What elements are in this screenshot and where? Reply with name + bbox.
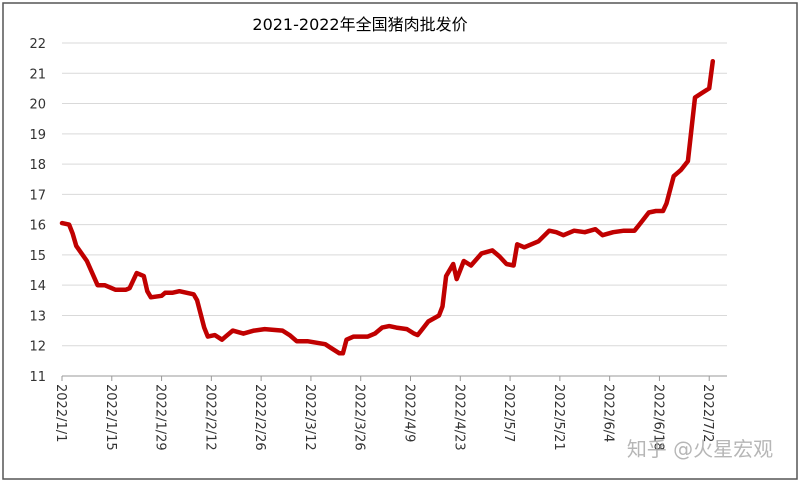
line-series	[59, 58, 716, 356]
x-tick-label: 2022/7/2	[700, 384, 715, 442]
x-tick-label: 2022/1/1	[53, 384, 68, 442]
x-tick-label: 2022/6/4	[601, 384, 616, 442]
x-tick-label: 2022/4/23	[451, 384, 466, 451]
y-tick-label: 13	[29, 309, 46, 324]
y-tick-label: 21	[29, 67, 46, 82]
y-tick-label: 12	[29, 340, 46, 355]
x-tick-label: 2022/5/21	[551, 384, 566, 451]
y-tick-label: 17	[29, 188, 46, 203]
y-tick-label: 14	[29, 279, 46, 294]
x-tick-label: 2022/3/12	[302, 384, 317, 451]
y-tick-label: 16	[29, 219, 46, 234]
y-tick-label: 18	[29, 158, 46, 173]
x-tick-label: 2022/6/18	[650, 384, 665, 451]
x-tick-label: 2022/3/26	[352, 384, 367, 451]
y-tick-label: 11	[29, 370, 46, 385]
x-tick-label: 2022/2/26	[252, 384, 267, 451]
x-tick-label: 2022/1/29	[153, 384, 168, 451]
x-tick-label: 2022/4/9	[402, 384, 417, 442]
y-tick-label: 19	[29, 128, 46, 143]
y-tick-label: 22	[29, 37, 46, 52]
x-tick-label: 2022/5/7	[501, 384, 516, 442]
y-tick-label: 20	[29, 98, 46, 113]
y-tick-label: 15	[29, 249, 46, 264]
chart-title: 2021-2022年全国猪肉批发价	[252, 15, 467, 34]
x-tick-label: 2022/2/12	[202, 384, 217, 451]
x-tick-label: 2022/1/15	[103, 384, 118, 451]
watermark: 知乎 @火星宏观	[627, 437, 773, 461]
